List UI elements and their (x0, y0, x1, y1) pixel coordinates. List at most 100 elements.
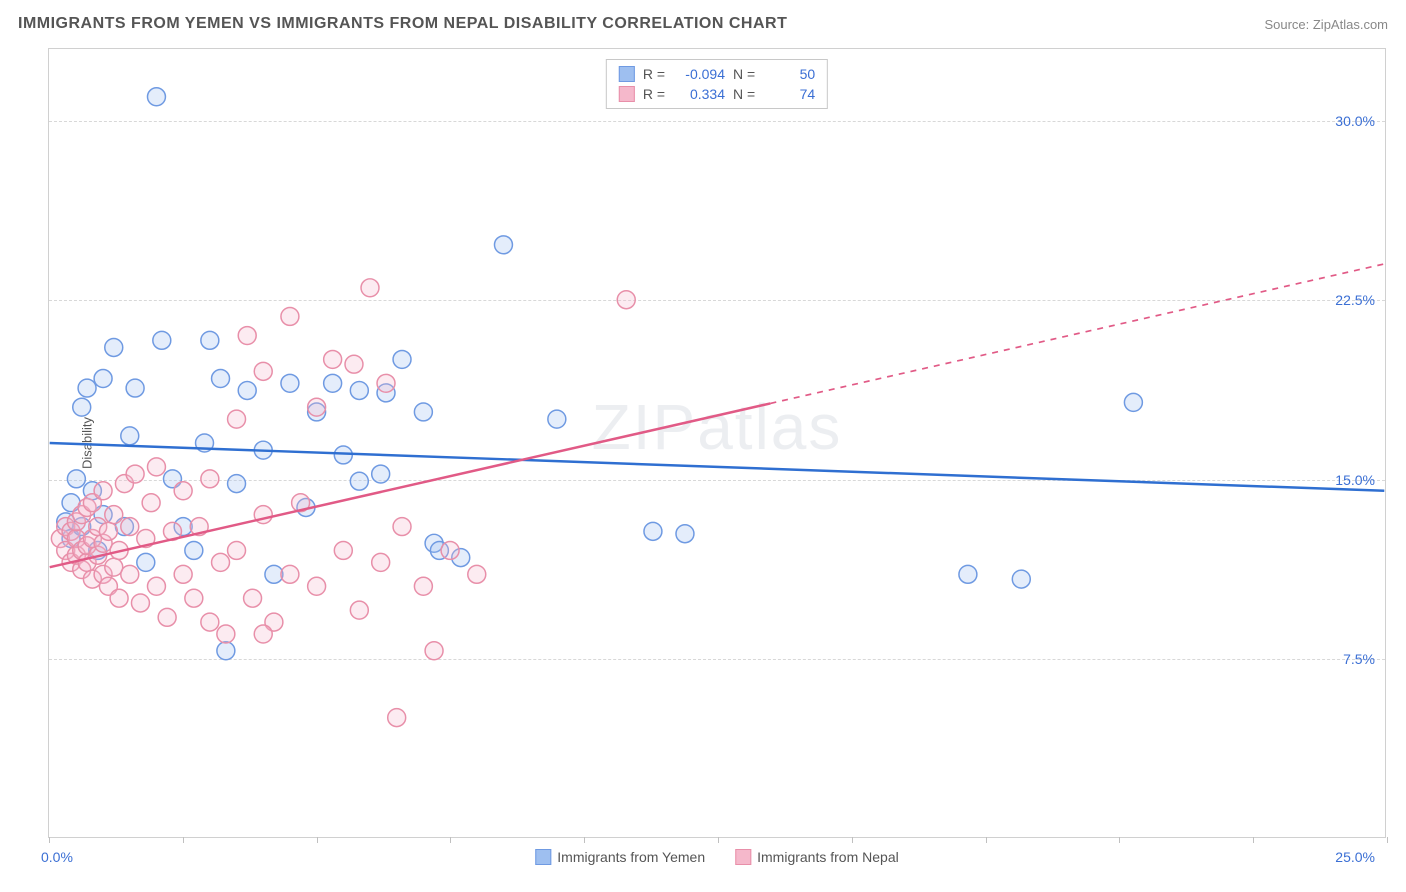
data-point-yemen (67, 470, 85, 488)
chart-source: Source: ZipAtlas.com (1264, 17, 1388, 32)
n-label: N = (733, 86, 755, 102)
x-tick (1253, 837, 1254, 843)
x-axis-min-label: 0.0% (41, 849, 73, 865)
legend-label-yemen: Immigrants from Yemen (557, 849, 705, 865)
data-point-yemen (676, 525, 694, 543)
data-point-nepal (99, 522, 117, 540)
data-point-nepal (121, 565, 139, 583)
data-point-yemen (265, 565, 283, 583)
series-legend: Immigrants from Yemen Immigrants from Ne… (535, 849, 898, 865)
trend-line-nepal (50, 403, 771, 567)
data-point-yemen (201, 331, 219, 349)
nepal-n-value: 74 (763, 86, 815, 102)
r-label: R = (643, 86, 665, 102)
data-point-nepal (350, 601, 368, 619)
x-tick (718, 837, 719, 843)
data-point-nepal (324, 350, 342, 368)
data-point-yemen (324, 374, 342, 392)
data-point-nepal (345, 355, 363, 373)
data-point-nepal (372, 553, 390, 571)
x-tick (852, 837, 853, 843)
data-point-yemen (350, 381, 368, 399)
data-point-yemen (121, 427, 139, 445)
data-point-yemen (228, 475, 246, 493)
nepal-r-value: 0.334 (673, 86, 725, 102)
yemen-n-value: 50 (763, 66, 815, 82)
data-point-nepal (158, 608, 176, 626)
correlation-row-yemen: R = -0.094 N = 50 (619, 64, 815, 84)
chart-title: IMMIGRANTS FROM YEMEN VS IMMIGRANTS FROM… (18, 15, 787, 33)
data-point-yemen (73, 398, 91, 416)
n-label: N = (733, 66, 755, 82)
data-point-yemen (393, 350, 411, 368)
x-tick (450, 837, 451, 843)
data-point-nepal (201, 470, 219, 488)
data-point-nepal (244, 589, 262, 607)
data-point-nepal (238, 327, 256, 345)
data-point-nepal (105, 506, 123, 524)
legend-item-nepal: Immigrants from Nepal (735, 849, 899, 865)
data-point-nepal (174, 482, 192, 500)
x-tick (317, 837, 318, 843)
legend-item-yemen: Immigrants from Yemen (535, 849, 705, 865)
data-point-nepal (147, 577, 165, 595)
data-point-nepal (308, 577, 326, 595)
data-point-nepal (131, 594, 149, 612)
nepal-swatch-icon (735, 849, 751, 865)
data-point-nepal (228, 410, 246, 428)
data-point-nepal (361, 279, 379, 297)
correlation-legend: R = -0.094 N = 50 R = 0.334 N = 74 (606, 59, 828, 109)
chart-header: IMMIGRANTS FROM YEMEN VS IMMIGRANTS FROM… (18, 15, 1388, 33)
x-axis-max-label: 25.0% (1335, 849, 1375, 865)
data-point-nepal (281, 565, 299, 583)
data-point-nepal (308, 398, 326, 416)
legend-label-nepal: Immigrants from Nepal (757, 849, 899, 865)
data-point-nepal (393, 518, 411, 536)
data-point-yemen (137, 553, 155, 571)
x-tick (183, 837, 184, 843)
data-point-yemen (147, 88, 165, 106)
x-tick (986, 837, 987, 843)
data-point-yemen (350, 472, 368, 490)
data-point-yemen (217, 642, 235, 660)
data-point-nepal (414, 577, 432, 595)
data-point-yemen (94, 370, 112, 388)
data-point-nepal (142, 494, 160, 512)
yemen-r-value: -0.094 (673, 66, 725, 82)
data-point-yemen (494, 236, 512, 254)
trend-line-dashed-nepal (770, 264, 1384, 403)
data-point-yemen (372, 465, 390, 483)
data-point-nepal (174, 565, 192, 583)
data-point-nepal (254, 362, 272, 380)
data-point-nepal (254, 625, 272, 643)
data-point-nepal (185, 589, 203, 607)
x-tick (584, 837, 585, 843)
x-tick (49, 837, 50, 843)
data-point-yemen (548, 410, 566, 428)
data-point-nepal (121, 518, 139, 536)
data-point-nepal (388, 709, 406, 727)
nepal-swatch-icon (619, 86, 635, 102)
data-point-nepal (147, 458, 165, 476)
data-point-nepal (468, 565, 486, 583)
data-point-yemen (959, 565, 977, 583)
data-point-nepal (281, 307, 299, 325)
data-point-yemen (78, 379, 96, 397)
data-point-nepal (110, 589, 128, 607)
data-point-yemen (238, 381, 256, 399)
chart-area: Disability 30.0%22.5%15.0%7.5% ZIPatlas … (48, 48, 1386, 838)
data-point-nepal (105, 558, 123, 576)
yemen-swatch-icon (619, 66, 635, 82)
yemen-swatch-icon (535, 849, 551, 865)
data-point-nepal (617, 291, 635, 309)
data-point-yemen (185, 541, 203, 559)
data-point-yemen (1124, 393, 1142, 411)
data-point-nepal (217, 625, 235, 643)
data-point-nepal (212, 553, 230, 571)
data-point-yemen (1012, 570, 1030, 588)
data-point-nepal (425, 642, 443, 660)
data-point-yemen (644, 522, 662, 540)
data-point-nepal (377, 374, 395, 392)
data-point-yemen (414, 403, 432, 421)
scatter-plot-svg (49, 49, 1385, 837)
